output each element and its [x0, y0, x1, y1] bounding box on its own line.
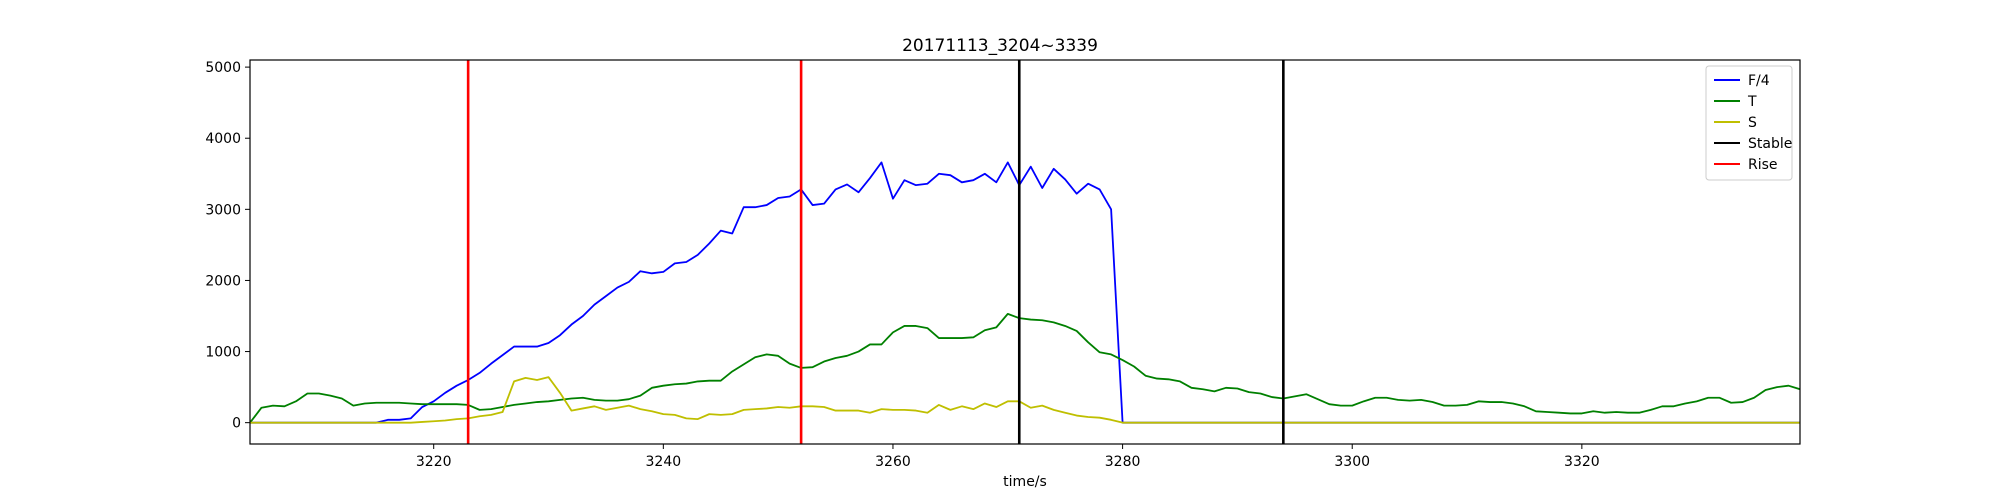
legend-label-t: T — [1747, 94, 1757, 110]
y-tick-label: 3000 — [205, 202, 241, 218]
x-tick-label: 3220 — [416, 454, 452, 470]
y-tick-label: 2000 — [205, 273, 241, 289]
x-axis: 3220 3240 3260 3280 3300 3320 — [416, 444, 1600, 470]
plot-area — [250, 60, 1800, 444]
x-tick-label: 3320 — [1564, 454, 1600, 470]
y-tick-label: 5000 — [205, 60, 241, 76]
series-line-t — [250, 312, 1800, 424]
legend-label-f4: F/4 — [1748, 73, 1770, 89]
series-line-f4 — [250, 161, 1800, 424]
series-line-s — [250, 376, 1800, 424]
y-tick-label: 1000 — [205, 345, 241, 361]
x-tick-label: 3240 — [646, 454, 682, 470]
x-tick-label: 3260 — [875, 454, 911, 470]
y-tick-label: 0 — [232, 416, 241, 432]
y-axis: 0 1000 2000 3000 4000 5000 — [205, 60, 250, 432]
legend-label-s: S — [1748, 115, 1757, 131]
legend-label-rise: Rise — [1748, 157, 1778, 173]
legend-box — [1705, 65, 1793, 181]
plot-frame — [249, 59, 1801, 445]
chart-title: 20171113_3204~3339 — [902, 36, 1098, 56]
legend: F/4 TS Stable Rise — [1705, 65, 1793, 181]
x-axis-label: time/s — [1003, 474, 1047, 490]
y-tick-label: 4000 — [205, 131, 241, 147]
legend-label-stable: Stable — [1748, 136, 1792, 152]
x-tick-label: 3300 — [1334, 454, 1370, 470]
x-tick-label: 3280 — [1105, 454, 1141, 470]
